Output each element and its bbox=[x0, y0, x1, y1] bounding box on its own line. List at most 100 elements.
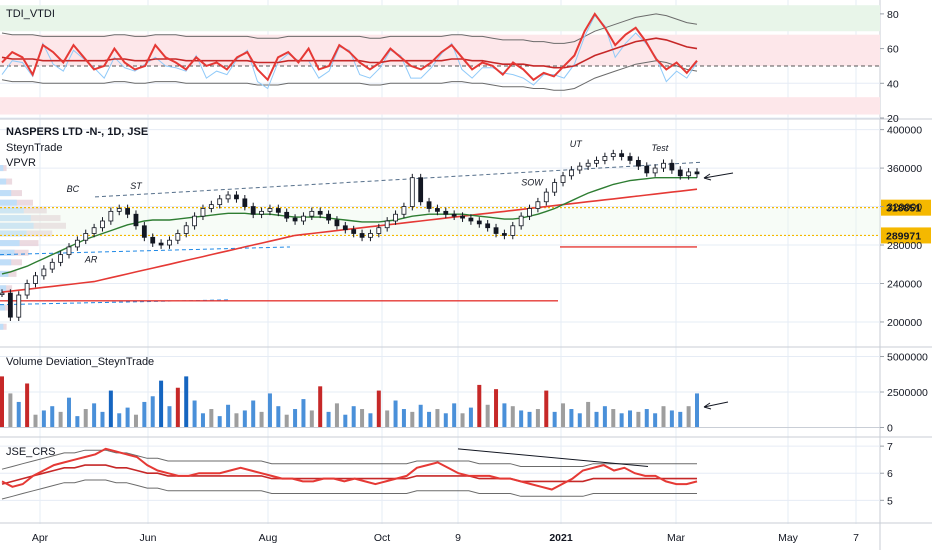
candle-body bbox=[527, 208, 532, 217]
volume-bar bbox=[594, 411, 599, 428]
volume-bar bbox=[8, 393, 13, 428]
tdi-band-lower bbox=[1, 60, 698, 91]
vpvr-bar-up bbox=[0, 285, 7, 292]
x-tick-label: Aug bbox=[259, 532, 278, 544]
vpvr-bar-up bbox=[0, 259, 12, 266]
trendline-upper bbox=[94, 161, 701, 198]
vpvr-bar-up bbox=[0, 249, 15, 256]
vpvr-bar-up bbox=[0, 165, 4, 172]
volume-bar bbox=[0, 376, 4, 428]
y-tick-label: 240000 bbox=[887, 278, 922, 290]
candle-body bbox=[409, 177, 415, 207]
tdi-rsi-line bbox=[1, 12, 698, 82]
sma-green bbox=[1, 177, 697, 275]
tdi-fast-line bbox=[1, 14, 698, 90]
arrow-icon bbox=[703, 172, 734, 179]
volume-bar bbox=[577, 413, 582, 428]
candle-body bbox=[359, 233, 365, 238]
volume-bar bbox=[200, 413, 205, 428]
candle-body bbox=[242, 198, 248, 207]
wyckoff-label: ST bbox=[130, 181, 143, 191]
tdi-upper-band bbox=[0, 5, 880, 32]
axes: 8060402040000036000032000028000024000020… bbox=[32, 9, 928, 544]
candle-body bbox=[476, 220, 482, 225]
value-area bbox=[0, 208, 880, 237]
candle-body bbox=[485, 223, 491, 229]
volume-bar bbox=[393, 400, 398, 428]
candle-body bbox=[250, 206, 256, 215]
x-tick-label: 7 bbox=[853, 532, 859, 544]
price-level-badge bbox=[881, 227, 931, 244]
volume-bar bbox=[242, 410, 247, 428]
x-tick-label: 9 bbox=[455, 532, 461, 544]
candle-body bbox=[49, 261, 55, 270]
y-tick-label: 60 bbox=[887, 44, 899, 56]
y-tick-label: 40 bbox=[887, 78, 899, 90]
volume-bar bbox=[217, 416, 222, 428]
vpvr-bar-up bbox=[0, 222, 34, 229]
candle-body bbox=[577, 165, 583, 171]
tdi-signal-line bbox=[1, 37, 698, 69]
volume-title: Volume Deviation_SteynTrade bbox=[6, 356, 154, 368]
volume-bar bbox=[427, 411, 432, 428]
volume-bar bbox=[385, 410, 390, 428]
candle-body bbox=[661, 162, 666, 169]
volume-bar bbox=[401, 409, 406, 428]
volume-bar bbox=[678, 411, 683, 428]
volume-bar bbox=[133, 414, 138, 428]
volume-bar bbox=[619, 413, 624, 428]
volume-bar bbox=[510, 406, 515, 428]
volume-bar bbox=[301, 399, 306, 428]
candle-body bbox=[619, 153, 625, 157]
candle-body bbox=[24, 283, 30, 296]
volume-bar bbox=[561, 403, 566, 428]
y-tick-label: 80 bbox=[887, 9, 899, 21]
candle-body bbox=[384, 220, 390, 229]
wyckoff-label: UT bbox=[570, 139, 583, 149]
y-tick-label: 2500000 bbox=[887, 387, 928, 399]
volume-bar bbox=[251, 400, 256, 428]
volume-bar bbox=[318, 386, 323, 428]
volume-bar bbox=[58, 411, 63, 428]
volume-bar bbox=[167, 406, 172, 428]
candle-body bbox=[535, 201, 541, 209]
candle-body bbox=[334, 219, 340, 227]
candle-body bbox=[150, 236, 156, 244]
y-tick-label: 0 bbox=[887, 422, 893, 434]
candle-body bbox=[443, 210, 449, 215]
y-tick-label: 5000000 bbox=[887, 352, 928, 364]
vpvr-bar-up bbox=[0, 215, 31, 222]
candle-body bbox=[74, 239, 80, 248]
x-tick-label: Oct bbox=[374, 532, 390, 544]
volume-bar bbox=[669, 410, 674, 428]
candle-body bbox=[292, 217, 298, 222]
y-tick-label: 5 bbox=[887, 495, 893, 507]
volume-bar bbox=[334, 403, 339, 428]
candle-body bbox=[259, 210, 264, 215]
candle-body bbox=[208, 204, 214, 209]
price-level-badge bbox=[881, 199, 931, 216]
volume-bar bbox=[50, 406, 55, 428]
volume-bar bbox=[368, 413, 373, 428]
legend-vpvr: VPVR bbox=[6, 157, 36, 169]
volume-bar bbox=[443, 413, 448, 428]
wyckoff-label: BC bbox=[67, 184, 80, 194]
volume-bar bbox=[267, 393, 272, 428]
volume-bar bbox=[293, 409, 298, 428]
volume-bar bbox=[410, 411, 415, 428]
candle-body bbox=[100, 220, 105, 229]
candle-body bbox=[368, 233, 373, 238]
volume-bar bbox=[25, 383, 30, 428]
candle-body bbox=[602, 156, 608, 161]
candle-body bbox=[225, 194, 231, 200]
candle-body bbox=[426, 201, 432, 209]
candle-body bbox=[167, 239, 172, 246]
x-tick-label: May bbox=[778, 532, 799, 544]
volume-bar bbox=[284, 414, 289, 428]
candle-body bbox=[275, 208, 281, 213]
volume-bar bbox=[159, 380, 164, 428]
candle-body bbox=[686, 171, 692, 177]
candle-body bbox=[183, 225, 189, 234]
